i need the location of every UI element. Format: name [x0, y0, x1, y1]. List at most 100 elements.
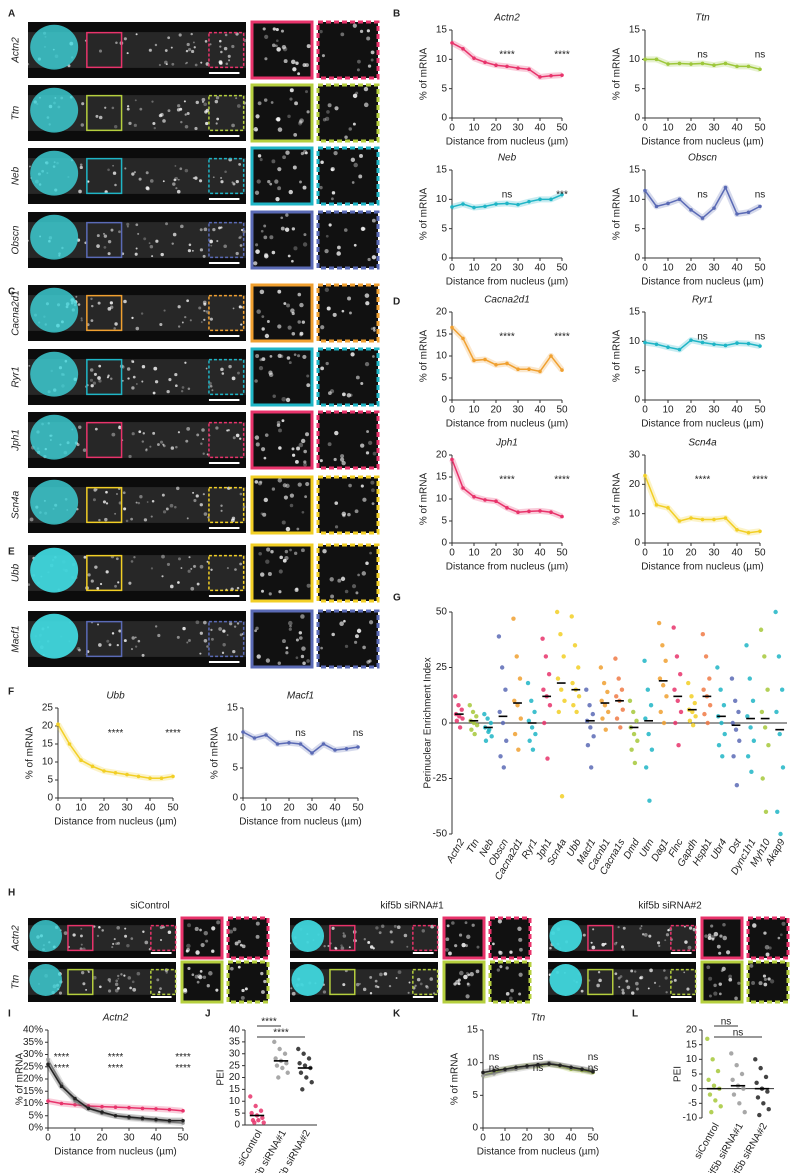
x-tick-label: 50 [754, 263, 766, 274]
point [356, 745, 360, 749]
x-tick-label: 10 [75, 803, 87, 814]
point [730, 1077, 735, 1083]
speckle [223, 244, 227, 249]
point [654, 342, 659, 347]
speckle [241, 944, 246, 949]
speckle [94, 427, 98, 431]
zoom-inset [180, 916, 224, 960]
speckle [722, 935, 728, 941]
speckle [230, 518, 235, 523]
x-tick-label: 30 [708, 405, 720, 416]
chart-title: Jph1 [495, 438, 518, 449]
speckle [216, 920, 221, 925]
speckle [718, 982, 722, 986]
speckle [373, 329, 376, 332]
point [167, 1118, 172, 1123]
speckle [162, 119, 166, 123]
speckle [283, 302, 287, 306]
speckle [153, 126, 156, 130]
speckle [215, 96, 220, 100]
speckle [216, 117, 220, 121]
speckle [348, 483, 352, 488]
speckle [242, 505, 246, 509]
speckle [255, 243, 259, 247]
point [171, 774, 175, 779]
speckle [303, 460, 307, 464]
speckle [188, 243, 192, 247]
point [585, 743, 591, 748]
speckle [323, 944, 326, 948]
point [707, 703, 713, 708]
point [616, 676, 621, 681]
point [733, 698, 738, 703]
speckle [185, 49, 189, 53]
point [181, 1109, 185, 1113]
x-tick-label: 40 [534, 123, 546, 134]
speckle [298, 120, 303, 124]
speckle [279, 354, 284, 359]
speckle [220, 367, 224, 372]
speckle [181, 321, 184, 324]
y-tick-label: 0 [441, 718, 447, 729]
point [758, 344, 762, 348]
point [584, 687, 589, 692]
speckle [505, 966, 509, 970]
point [549, 73, 553, 78]
roi-box [86, 157, 123, 195]
point [260, 1115, 265, 1121]
speckle [103, 246, 107, 249]
speckle [235, 179, 239, 184]
point [734, 1063, 739, 1068]
speckle [176, 486, 180, 491]
speckle [218, 226, 221, 230]
point [713, 1098, 718, 1103]
speckle [305, 432, 310, 437]
point [512, 731, 518, 737]
speckle [287, 325, 292, 330]
speckle [471, 923, 475, 927]
speckle [299, 118, 304, 123]
x-tick-label: 0 [449, 405, 455, 416]
speckle [165, 971, 168, 974]
speckle [232, 927, 237, 932]
speckle [258, 366, 264, 371]
speckle [253, 127, 258, 132]
y-tick-label: 30% [23, 1049, 43, 1060]
x-axis-label: Distance from nucleus (µm) [239, 817, 361, 828]
speckle [237, 965, 241, 969]
speckle [359, 153, 363, 158]
speckle [371, 218, 376, 223]
speckle [29, 517, 34, 522]
point [489, 734, 494, 739]
point [113, 1105, 118, 1109]
x-tick-label: Actn2 [444, 837, 467, 866]
speckle [347, 512, 351, 517]
row-label: Cacna2d1 [11, 290, 22, 336]
y-tick-label: 10 [436, 54, 448, 65]
speckle [212, 227, 216, 232]
speckle [366, 29, 370, 33]
point [710, 1057, 715, 1062]
y-tick-label: 15 [229, 1084, 241, 1095]
point [481, 1070, 485, 1075]
point [558, 1063, 562, 1068]
speckle [294, 460, 299, 464]
speckle [305, 481, 310, 487]
speckle [81, 102, 85, 106]
speckle [342, 932, 345, 935]
point [296, 1046, 301, 1052]
speckle [414, 984, 417, 987]
point [252, 1120, 257, 1125]
point [693, 714, 698, 719]
speckle [130, 937, 134, 940]
speckle [271, 487, 276, 491]
speckle [136, 971, 141, 976]
x-tick-label: 20 [96, 1133, 108, 1144]
speckle [203, 318, 206, 322]
y-tick-label: 20 [229, 1072, 241, 1083]
y-tick-label: 40 [229, 1025, 241, 1036]
speckle [150, 515, 153, 518]
speckle [764, 944, 770, 950]
point [729, 1051, 734, 1056]
